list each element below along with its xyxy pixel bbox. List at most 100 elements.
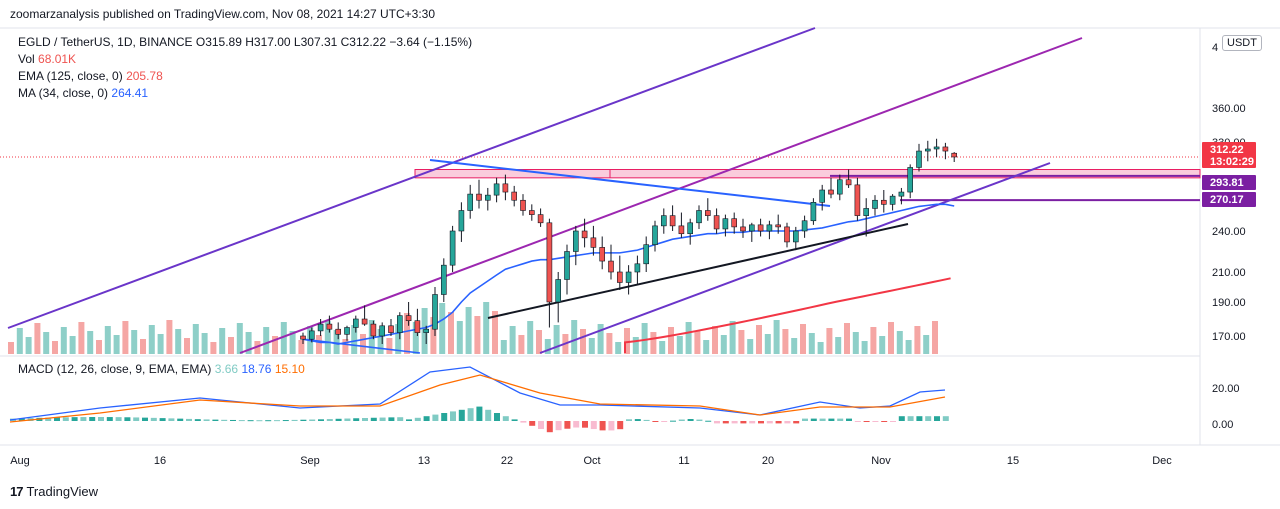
volume-bar — [800, 324, 806, 354]
macd-histogram-bar — [846, 418, 852, 421]
candle-body — [916, 150, 922, 168]
resistance-zone — [414, 169, 1201, 179]
candle-body — [414, 320, 421, 333]
candle-body — [722, 218, 729, 230]
macd-histogram-bar — [749, 421, 756, 424]
candle-body — [775, 224, 782, 228]
macd-histogram-bar — [802, 418, 808, 421]
macd-histogram-bar — [881, 421, 888, 422]
volume-bar — [122, 321, 129, 354]
candle-body — [300, 335, 306, 340]
candle-body — [828, 189, 834, 195]
currency-button[interactable]: USDT — [1222, 35, 1262, 51]
volume-bar — [96, 340, 102, 354]
macd-histogram-bar — [626, 419, 632, 421]
time-tick-label: Dec — [1152, 455, 1172, 467]
macd-histogram-bar — [573, 421, 580, 428]
macd-histogram-bar — [758, 421, 764, 424]
ma-label: MA (34, close, 0) — [18, 86, 109, 100]
volume-bar — [166, 320, 173, 354]
volume-bar — [131, 330, 138, 354]
macd-histogram-bar — [714, 421, 720, 424]
candle-body — [493, 183, 500, 196]
candle-body — [951, 152, 958, 158]
macd-histogram-bar — [942, 416, 949, 421]
candle-body — [678, 225, 685, 235]
macd-histogram-bar — [80, 417, 87, 421]
volume-bar — [483, 302, 490, 354]
tradingview-watermark[interactable]: 17 TradingView — [10, 484, 98, 499]
macd-signal-line — [9, 374, 946, 423]
macd-histogram-bar — [326, 419, 333, 421]
macd-histogram-bar — [564, 421, 571, 429]
macd-histogram-bar — [854, 421, 861, 422]
volume-bar — [280, 322, 287, 354]
macd-histogram-bar — [898, 416, 905, 421]
symbol-row[interactable]: EGLD / TetherUS, 1D, BINANCE O315.89 H31… — [18, 34, 472, 51]
candle-body — [546, 222, 553, 303]
macd-legend[interactable]: MACD (12, 26, close, 9, EMA, EMA) 3.66 1… — [18, 362, 305, 376]
candle-body — [634, 263, 641, 273]
candle-body — [845, 179, 852, 186]
time-tick-label: 16 — [154, 455, 166, 467]
volume-bar — [333, 330, 340, 354]
volume-bar — [580, 329, 586, 354]
macd-histogram-bar — [238, 420, 245, 422]
candle-body — [889, 195, 896, 205]
vol-row[interactable]: Vol 68.01K — [18, 51, 472, 68]
macd-histogram-bar — [45, 417, 52, 421]
volume-bar — [632, 337, 639, 354]
volume-bar — [210, 342, 217, 354]
candle-body — [863, 208, 870, 216]
volume-bar — [377, 329, 384, 354]
macd-histogram-bar — [661, 421, 668, 422]
macd-histogram-bar — [784, 421, 791, 424]
macd-label: MACD (12, 26, close, 9, EMA, EMA) — [18, 362, 212, 376]
volume-bar — [52, 341, 58, 354]
volume-bar — [184, 338, 190, 354]
macd-histogram-bar — [300, 419, 307, 421]
candle-body — [810, 202, 817, 222]
volume-bar — [228, 337, 234, 354]
volume-bar — [60, 327, 67, 354]
ma-row[interactable]: MA (34, close, 0) 264.41 — [18, 85, 472, 102]
candle-body — [423, 328, 430, 333]
candle-body — [432, 294, 438, 330]
price-tick-label: 170.00 — [1212, 331, 1246, 343]
volume-bar — [509, 326, 516, 354]
candle-body — [405, 315, 412, 322]
volume-bar — [844, 323, 850, 354]
macd-signal-value: 15.10 — [274, 362, 305, 376]
macd-histogram-bar — [872, 421, 879, 422]
macd-histogram-bar — [432, 414, 439, 421]
ema-row[interactable]: EMA (125, close, 0) 205.78 — [18, 68, 472, 85]
macd-histogram-bar — [98, 417, 104, 421]
macd-histogram-bar — [705, 420, 712, 422]
blue-trendline — [429, 159, 831, 207]
candle-body — [704, 210, 711, 216]
candle-body — [440, 264, 447, 295]
macd-histogram-bar — [652, 421, 659, 422]
channel-middle-line — [239, 37, 1083, 354]
volume-bar — [69, 336, 76, 354]
candle-body — [484, 194, 491, 201]
macd-histogram-bar — [450, 411, 456, 421]
candle-body — [511, 191, 518, 201]
macd-histogram-bar — [511, 419, 518, 421]
volume-bar — [395, 324, 402, 354]
candle-body — [564, 251, 570, 280]
volume-bar — [932, 321, 938, 354]
macd-histogram-bar — [775, 421, 782, 424]
volume-bar — [536, 330, 542, 354]
volume-bar — [756, 325, 762, 354]
candle-body — [696, 210, 702, 224]
macd-tick-label: 20.00 — [1212, 383, 1240, 395]
volume-bar — [245, 332, 252, 354]
macd-histogram-bar — [696, 419, 703, 421]
candle-body — [907, 167, 914, 193]
candle-body — [572, 230, 579, 252]
volume-bar — [456, 321, 463, 354]
macd-histogram-bar — [687, 419, 694, 421]
time-tick-label: Aug — [10, 455, 30, 467]
